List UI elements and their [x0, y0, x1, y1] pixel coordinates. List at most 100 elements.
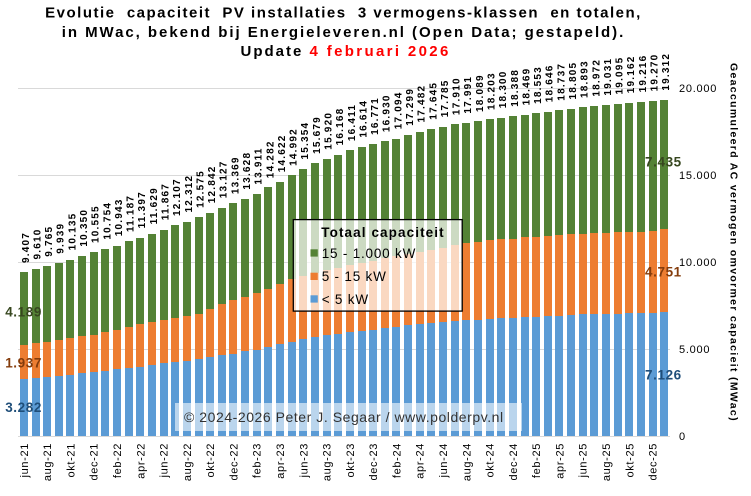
- svg-text:3.282: 3.282: [5, 400, 42, 415]
- svg-text:16.930: 16.930: [382, 94, 393, 132]
- svg-text:7.435: 7.435: [645, 155, 682, 170]
- svg-text:18.737: 18.737: [556, 63, 567, 101]
- svg-text:12.312: 12.312: [184, 175, 195, 213]
- svg-text:dec-21: dec-21: [89, 443, 101, 481]
- svg-text:10.135: 10.135: [67, 213, 78, 251]
- svg-text:15.920: 15.920: [324, 112, 335, 150]
- svg-text:feb-22: feb-22: [112, 443, 124, 478]
- svg-text:17.482: 17.482: [417, 85, 428, 123]
- svg-text:15.000: 15.000: [679, 170, 717, 182]
- svg-text:4.751: 4.751: [645, 265, 682, 280]
- svg-text:10.000: 10.000: [679, 257, 717, 269]
- svg-text:17.094: 17.094: [393, 91, 404, 129]
- svg-text:okt-22: okt-22: [205, 443, 217, 477]
- svg-text:0: 0: [679, 431, 686, 443]
- svg-text:15 - 1.000 kW: 15 - 1.000 kW: [322, 246, 416, 261]
- svg-text:5.000: 5.000: [679, 344, 710, 356]
- svg-text:11.629: 11.629: [149, 187, 160, 224]
- svg-text:14.622: 14.622: [277, 134, 288, 172]
- svg-text:apr-22: apr-22: [135, 443, 147, 479]
- svg-text:18.893: 18.893: [580, 60, 591, 98]
- svg-text:9.939: 9.939: [56, 223, 67, 254]
- svg-text:9.610: 9.610: [32, 228, 43, 259]
- svg-text:aug-22: aug-22: [182, 443, 194, 481]
- svg-text:10.754: 10.754: [102, 202, 113, 240]
- svg-text:jun-25: jun-25: [578, 443, 590, 478]
- svg-text:© 2024-2026 Peter J. Segaar /: © 2024-2026 Peter J. Segaar / www.polder…: [184, 409, 504, 425]
- svg-text:17.910: 17.910: [452, 77, 463, 115]
- svg-text:19.312: 19.312: [661, 53, 672, 91]
- svg-text:11.867: 11.867: [161, 183, 172, 220]
- svg-text:15.679: 15.679: [312, 116, 323, 154]
- svg-text:19.162: 19.162: [626, 55, 637, 93]
- svg-text:18.805: 18.805: [568, 62, 579, 100]
- svg-text:11.397: 11.397: [137, 191, 148, 228]
- svg-text:19.031: 19.031: [603, 58, 614, 96]
- svg-text:9.765: 9.765: [44, 226, 55, 257]
- svg-text:20.000: 20.000: [679, 83, 717, 95]
- svg-text:18.972: 18.972: [591, 59, 602, 97]
- svg-text:16.771: 16.771: [370, 97, 381, 135]
- svg-text:13.127: 13.127: [219, 160, 230, 198]
- svg-text:10.555: 10.555: [91, 205, 102, 243]
- svg-text:1.937: 1.937: [5, 356, 42, 371]
- svg-text:dec-23: dec-23: [368, 443, 380, 481]
- svg-text:17.645: 17.645: [428, 82, 439, 120]
- svg-text:15.354: 15.354: [300, 122, 311, 160]
- svg-text:aug-21: aug-21: [42, 443, 54, 481]
- svg-text:17.785: 17.785: [440, 79, 451, 117]
- svg-text:5 - 15 kW: 5 - 15 kW: [322, 269, 387, 284]
- svg-text:14.992: 14.992: [289, 128, 300, 166]
- svg-text:Update 4 februari 2026: Update 4 februari 2026: [241, 43, 451, 60]
- svg-text:18.089: 18.089: [475, 74, 486, 112]
- svg-text:okt-21: okt-21: [65, 443, 77, 477]
- svg-text:aug-23: aug-23: [322, 443, 334, 481]
- svg-text:jun-21: jun-21: [19, 443, 31, 478]
- svg-text:aug-24: aug-24: [461, 443, 473, 481]
- svg-text:feb-23: feb-23: [252, 443, 264, 478]
- svg-text:10.943: 10.943: [114, 198, 125, 236]
- svg-text:7.126: 7.126: [645, 367, 682, 382]
- svg-text:18.553: 18.553: [533, 66, 544, 104]
- svg-text:16.168: 16.168: [335, 108, 346, 146]
- svg-text:jun-22: jun-22: [159, 443, 171, 478]
- svg-text:12.107: 12.107: [172, 178, 183, 216]
- svg-text:feb-25: feb-25: [531, 443, 543, 478]
- svg-text:13.911: 13.911: [254, 147, 265, 184]
- svg-text:in MWac, bekend bij Energielev: in MWac, bekend bij Energieleveren.nl (O…: [62, 24, 626, 41]
- svg-text:Evolutie capaciteit PV insta: Evolutie capaciteit PV installaties 3 ve…: [45, 4, 642, 21]
- svg-text:18.300: 18.300: [498, 70, 509, 108]
- svg-text:18.388: 18.388: [510, 69, 521, 107]
- svg-text:16.411: 16.411: [347, 104, 358, 141]
- svg-text:feb-24: feb-24: [391, 443, 403, 478]
- svg-text:18.646: 18.646: [545, 64, 556, 102]
- svg-text:okt-25: okt-25: [624, 443, 636, 477]
- svg-text:17.991: 17.991: [463, 76, 474, 114]
- svg-text:< 5 kW: < 5 kW: [322, 292, 369, 307]
- svg-text:jun-24: jun-24: [438, 443, 450, 478]
- svg-text:11.187: 11.187: [126, 195, 137, 232]
- svg-text:dec-25: dec-25: [648, 443, 660, 481]
- svg-text:4.189: 4.189: [5, 305, 42, 320]
- svg-text:aug-25: aug-25: [601, 443, 613, 481]
- svg-text:18.469: 18.469: [521, 68, 532, 106]
- svg-text:19.270: 19.270: [650, 54, 661, 92]
- svg-text:jun-23: jun-23: [298, 443, 310, 478]
- svg-text:19.095: 19.095: [615, 57, 626, 95]
- svg-text:16.614: 16.614: [358, 100, 369, 138]
- svg-text:apr-25: apr-25: [554, 443, 566, 479]
- svg-text:13.628: 13.628: [242, 152, 253, 190]
- svg-text:19.216: 19.216: [638, 55, 649, 93]
- svg-text:17.299: 17.299: [405, 88, 416, 126]
- svg-text:apr-24: apr-24: [415, 443, 427, 479]
- svg-text:dec-24: dec-24: [508, 443, 520, 481]
- svg-text:14.282: 14.282: [265, 140, 276, 178]
- svg-text:dec-22: dec-22: [228, 443, 240, 481]
- svg-text:Totaal capaciteit: Totaal capaciteit: [321, 225, 444, 240]
- svg-text:apr-23: apr-23: [275, 443, 287, 479]
- svg-text:okt-23: okt-23: [345, 443, 357, 477]
- svg-text:12.842: 12.842: [207, 165, 218, 203]
- svg-text:12.575: 12.575: [195, 170, 206, 208]
- svg-text:10.350: 10.350: [79, 209, 90, 247]
- svg-text:Geaccumuleerd AC vermogen omvo: Geaccumuleerd AC vermogen omvormer capac…: [728, 63, 740, 422]
